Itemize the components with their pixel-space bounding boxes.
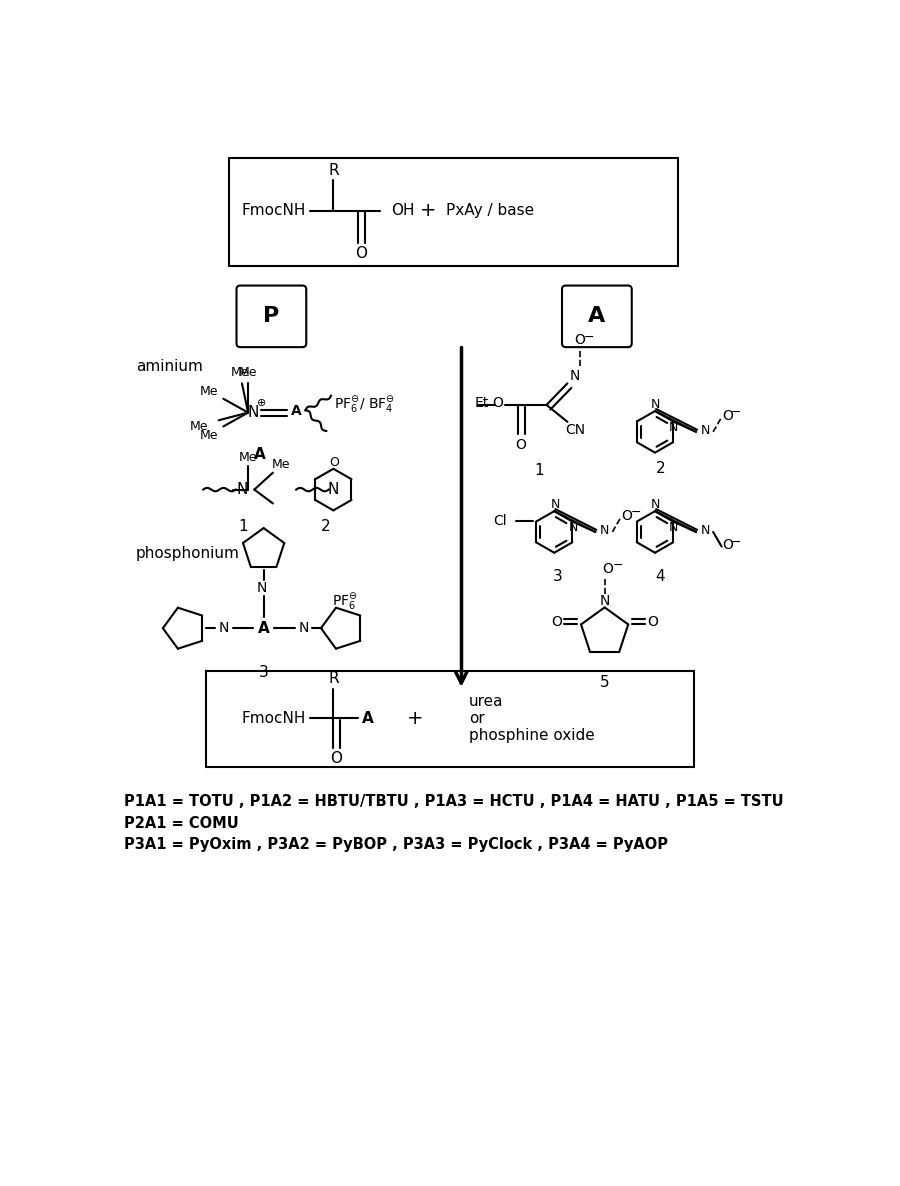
- Text: 3: 3: [259, 665, 268, 681]
- Text: A: A: [362, 710, 374, 726]
- Text: N: N: [670, 521, 679, 534]
- Text: ⊕: ⊕: [257, 398, 266, 408]
- Text: 1: 1: [238, 519, 248, 534]
- Text: +: +: [407, 709, 423, 728]
- Bar: [205, 670, 694, 767]
- Text: Me: Me: [238, 366, 257, 380]
- Text: N: N: [600, 524, 609, 537]
- Text: FmocNH: FmocNH: [242, 710, 306, 726]
- Text: A: A: [291, 404, 302, 417]
- Text: 4: 4: [655, 569, 665, 584]
- Text: Me: Me: [200, 384, 219, 397]
- Text: N: N: [599, 594, 610, 608]
- Text: A: A: [589, 306, 606, 326]
- Text: Me: Me: [231, 366, 249, 380]
- Text: R: R: [328, 671, 338, 686]
- Text: P3A1 = PyOxim , P3A2 = PyBOP , P3A3 = PyClock , P3A4 = PyAOP: P3A1 = PyOxim , P3A2 = PyBOP , P3A3 = Py…: [124, 837, 668, 852]
- Text: Me: Me: [189, 420, 208, 433]
- Text: N: N: [701, 423, 710, 436]
- Text: Et: Et: [474, 396, 489, 410]
- Text: A: A: [257, 620, 269, 636]
- Text: Me: Me: [200, 429, 219, 442]
- Text: 3: 3: [554, 569, 563, 584]
- Text: O: O: [356, 247, 367, 261]
- Text: PF$_6^{\ominus}$/ BF$_4^{\ominus}$: PF$_6^{\ominus}$/ BF$_4^{\ominus}$: [334, 395, 395, 415]
- Text: O: O: [329, 457, 339, 470]
- Bar: [229, 159, 679, 267]
- Text: N: N: [569, 521, 578, 534]
- Text: O: O: [723, 538, 734, 551]
- Text: −: −: [584, 331, 594, 344]
- Text: N: N: [299, 621, 309, 636]
- Text: 2: 2: [655, 461, 665, 477]
- Text: FmocNH: FmocNH: [242, 203, 306, 218]
- Text: urea: urea: [469, 694, 503, 709]
- Text: N: N: [236, 482, 248, 497]
- Text: PF$_6^{\ominus}$: PF$_6^{\ominus}$: [332, 591, 358, 612]
- Text: O: O: [516, 438, 526, 452]
- Text: aminium: aminium: [136, 359, 202, 374]
- Text: N: N: [670, 421, 679, 434]
- Text: PxAy / base: PxAy / base: [446, 203, 534, 218]
- Text: N: N: [218, 621, 229, 636]
- Text: O: O: [648, 616, 659, 629]
- Text: 2: 2: [320, 519, 330, 534]
- Text: Me: Me: [238, 451, 257, 464]
- Text: P2A1 = COMU: P2A1 = COMU: [124, 816, 238, 830]
- Text: N: N: [701, 524, 710, 537]
- Text: N: N: [651, 398, 661, 412]
- Text: O: O: [330, 751, 343, 766]
- Text: N: N: [570, 369, 580, 383]
- Text: N: N: [328, 482, 339, 497]
- Text: OH: OH: [391, 203, 414, 218]
- Text: N: N: [651, 498, 661, 511]
- Text: or: or: [469, 710, 485, 726]
- Text: P: P: [263, 306, 280, 326]
- Text: N: N: [248, 406, 258, 420]
- Text: −: −: [731, 406, 742, 419]
- Text: CN: CN: [565, 422, 585, 436]
- Text: A: A: [254, 447, 266, 463]
- Text: −: −: [731, 536, 742, 548]
- Text: −: −: [630, 506, 641, 519]
- Text: O: O: [622, 509, 633, 523]
- Text: N: N: [256, 581, 267, 595]
- Text: +: +: [419, 202, 436, 221]
- Text: O: O: [551, 616, 562, 629]
- Text: −: −: [613, 560, 623, 573]
- Text: Me: Me: [272, 459, 290, 472]
- Text: O: O: [492, 396, 503, 410]
- Text: phosphonium: phosphonium: [136, 546, 239, 561]
- Text: R: R: [328, 164, 338, 178]
- Text: O: O: [602, 562, 613, 576]
- Text: O: O: [723, 409, 734, 422]
- Text: 1: 1: [534, 463, 544, 478]
- Text: N: N: [550, 498, 560, 511]
- Text: Cl: Cl: [493, 515, 507, 528]
- Text: P1A1 = TOTU , P1A2 = HBTU/TBTU , P1A3 = HCTU , P1A4 = HATU , P1A5 = TSTU: P1A1 = TOTU , P1A2 = HBTU/TBTU , P1A3 = …: [124, 793, 784, 809]
- Text: O: O: [574, 333, 585, 347]
- Text: 5: 5: [599, 675, 609, 689]
- Text: phosphine oxide: phosphine oxide: [469, 728, 595, 742]
